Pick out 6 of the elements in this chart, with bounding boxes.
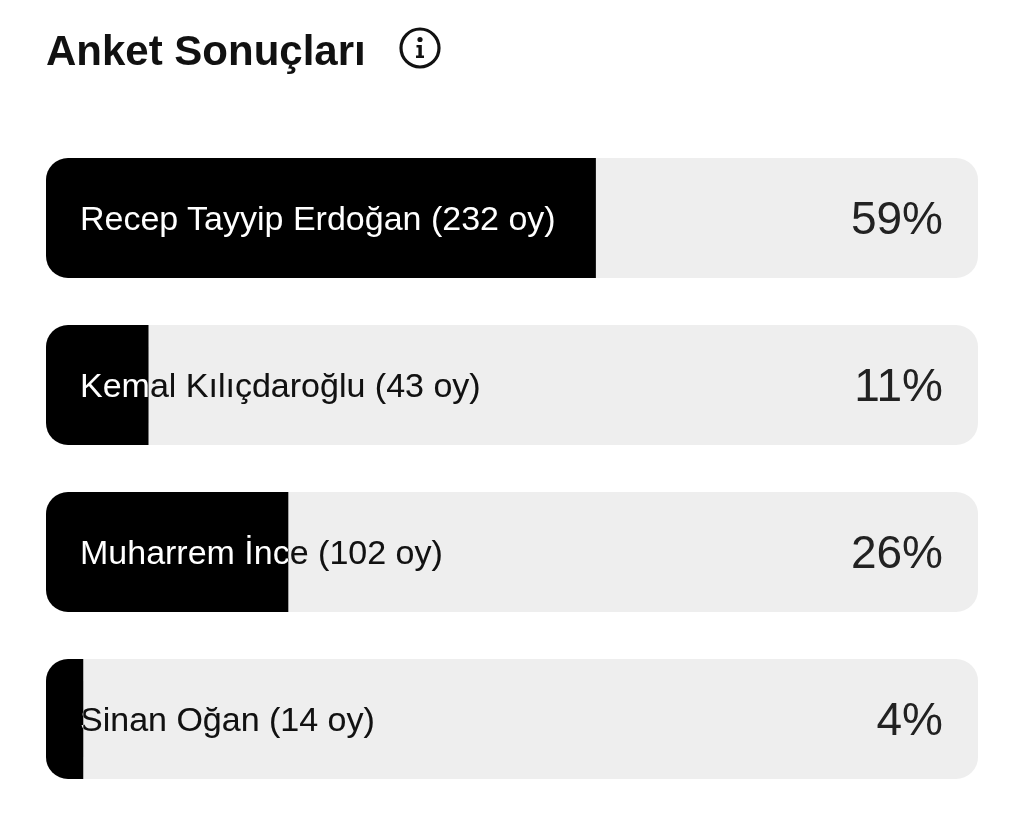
y-tick-label: Recep Tayyip Erdoğan (232 oy) [80, 199, 556, 237]
data-label: 11% [854, 359, 943, 411]
data-label: 4% [876, 693, 943, 745]
data-label: 26% [850, 526, 943, 578]
data-label: 59% [850, 192, 943, 244]
chart-title: Anket Sonuçları [46, 26, 366, 74]
